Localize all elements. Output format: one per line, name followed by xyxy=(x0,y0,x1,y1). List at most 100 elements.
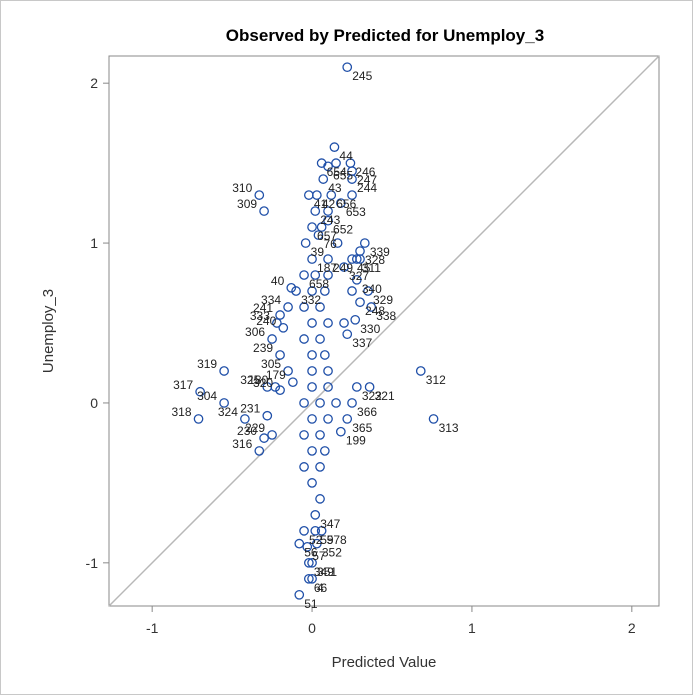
point-label: 309 xyxy=(237,197,257,211)
point-label: 245 xyxy=(352,69,372,83)
data-point xyxy=(323,215,333,226)
point-label: 44 xyxy=(339,149,353,163)
point-label: 658 xyxy=(309,277,329,291)
point-label: 334 xyxy=(261,293,281,307)
data-point xyxy=(240,414,250,424)
data-point xyxy=(283,302,293,312)
point-label: 318 xyxy=(172,405,192,419)
data-point xyxy=(299,302,309,312)
point-label: 657 xyxy=(317,229,337,243)
data-point xyxy=(267,430,277,440)
point-label: 241 xyxy=(253,301,273,315)
point-label: 316 xyxy=(232,437,252,451)
data-point xyxy=(323,206,333,216)
data-point xyxy=(355,297,365,308)
data-point xyxy=(254,190,265,200)
data-point xyxy=(304,557,314,568)
data-point xyxy=(415,366,426,376)
data-point xyxy=(347,398,357,408)
point-label: 76 xyxy=(323,237,337,251)
point-label: 655 xyxy=(333,168,353,182)
data-point xyxy=(339,262,349,272)
data-point xyxy=(278,322,289,333)
point-label: 327 xyxy=(349,269,369,283)
data-point xyxy=(313,230,324,240)
x-axis-label: Predicted Value xyxy=(332,654,437,671)
x-tick-label: 2 xyxy=(628,620,636,636)
point-label: 312 xyxy=(426,373,446,387)
point-label: 248 xyxy=(365,304,385,318)
data-point xyxy=(262,410,273,421)
data-point xyxy=(319,446,330,456)
x-tick-label: 1 xyxy=(468,620,476,636)
point-label: 321 xyxy=(375,389,395,403)
point-label: 578 xyxy=(327,533,347,547)
x-tick-label: 0 xyxy=(308,620,316,636)
data-point xyxy=(259,206,269,216)
point-label: 179 xyxy=(266,368,286,382)
data-point xyxy=(347,286,357,296)
point-label: 654 xyxy=(327,165,347,179)
point-label: 347 xyxy=(320,517,340,531)
data-point xyxy=(347,190,357,200)
data-point xyxy=(219,398,229,408)
data-point xyxy=(304,190,314,200)
point-label: 311 xyxy=(362,261,381,275)
point-label: 246 xyxy=(355,165,375,179)
data-point xyxy=(323,270,333,280)
data-point xyxy=(315,334,325,344)
data-point xyxy=(351,274,362,285)
point-label: 310 xyxy=(232,181,252,195)
point-label: 199 xyxy=(346,434,366,448)
data-point xyxy=(195,386,205,397)
data-point xyxy=(307,222,317,232)
point-label: 187 xyxy=(317,261,337,275)
data-point xyxy=(270,382,281,392)
data-point xyxy=(350,314,361,325)
point-label: 59 xyxy=(320,533,334,547)
point-label: 4 xyxy=(317,581,324,595)
data-point xyxy=(310,526,321,536)
point-label: 325 xyxy=(240,373,260,387)
data-point xyxy=(283,366,293,376)
point-label: 328 xyxy=(365,253,385,267)
data-point xyxy=(307,318,317,328)
data-point xyxy=(339,318,349,328)
data-point xyxy=(275,385,285,396)
data-point xyxy=(307,557,317,568)
point-label: 56 xyxy=(304,546,318,560)
point-label: 229 xyxy=(245,421,265,435)
point-label: 349 xyxy=(314,565,334,579)
data-point xyxy=(219,366,229,376)
y-tick-label: 0 xyxy=(90,395,98,411)
point-label: 340 xyxy=(362,282,382,296)
data-point xyxy=(323,254,333,264)
data-point xyxy=(323,414,333,424)
data-point xyxy=(366,302,377,312)
y-tick-label: 1 xyxy=(90,235,98,251)
point-label: 57 xyxy=(312,549,326,563)
data-point xyxy=(294,589,305,600)
data-point xyxy=(351,254,362,264)
data-point xyxy=(267,334,277,344)
point-label: 351 xyxy=(317,565,337,579)
point-label: 337 xyxy=(352,336,372,350)
data-point xyxy=(332,238,343,248)
data-point xyxy=(307,350,317,360)
point-label: 330 xyxy=(360,322,380,336)
data-point xyxy=(302,541,313,552)
point-label: 41 xyxy=(314,197,328,211)
y-tick-label: -1 xyxy=(86,555,99,571)
data-point xyxy=(288,377,298,388)
point-label: 329 xyxy=(373,293,393,307)
point-label: 43 xyxy=(328,181,342,195)
data-point xyxy=(318,174,329,184)
data-point xyxy=(319,350,330,360)
data-point xyxy=(316,526,327,536)
point-label: 39 xyxy=(311,245,325,259)
data-point xyxy=(307,254,317,264)
reference-line xyxy=(108,55,660,607)
data-point xyxy=(335,426,346,437)
data-point xyxy=(310,206,321,216)
